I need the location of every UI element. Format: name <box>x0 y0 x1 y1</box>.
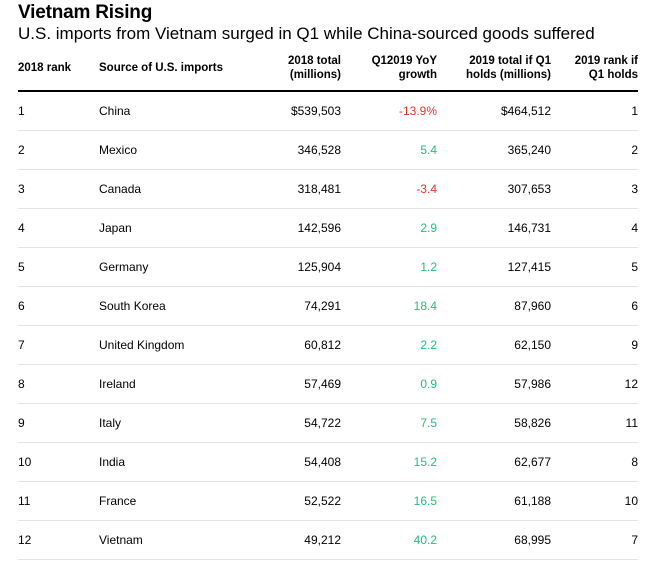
cell-total-2019: 62,150 <box>437 325 551 365</box>
header-source: Source of U.S. imports <box>99 46 245 92</box>
cell-rank-2019: 1 <box>551 91 638 131</box>
cell-rank-2018: 9 <box>18 403 99 443</box>
cell-total-2019: 57,986 <box>437 364 551 404</box>
cell-total-2019: 146,731 <box>437 208 551 248</box>
cell-growth: 0.9 <box>341 364 437 404</box>
page-subtitle: U.S. imports from Vietnam surged in Q1 w… <box>18 24 595 43</box>
cell-total-2018: 318,481 <box>245 169 341 209</box>
cell-source: Ireland <box>99 364 245 404</box>
cell-rank-2019: 12 <box>551 364 638 404</box>
cell-rank-2018: 4 <box>18 208 99 248</box>
cell-rank-2018: 10 <box>18 442 99 482</box>
table-row: 9 Italy 54,722 7.5 58,826 11 <box>18 403 638 443</box>
cell-total-2019: 127,415 <box>437 247 551 287</box>
cell-source: Japan <box>99 208 245 248</box>
cell-rank-2018: 2 <box>18 130 99 170</box>
cell-rank-2019: 11 <box>551 403 638 443</box>
cell-rank-2019: 9 <box>551 325 638 365</box>
cell-total-2019: 365,240 <box>437 130 551 170</box>
page-title: Vietnam Rising <box>18 2 153 23</box>
cell-growth: 5.4 <box>341 130 437 170</box>
cell-source: France <box>99 481 245 521</box>
cell-growth: 15.2 <box>341 442 437 482</box>
cell-total-2018: 74,291 <box>245 286 341 326</box>
cell-total-2019: 61,188 <box>437 481 551 521</box>
cell-total-2018: 49,212 <box>245 520 341 560</box>
cell-rank-2018: 12 <box>18 520 99 560</box>
table-row: 7 United Kingdom 60,812 2.2 62,150 9 <box>18 325 638 365</box>
table-row: 8 Ireland 57,469 0.9 57,986 12 <box>18 364 638 404</box>
cell-growth: 40.2 <box>341 520 437 560</box>
table-row: 1 China $539,503 -13.9% $464,512 1 <box>18 91 638 131</box>
cell-total-2019: 307,653 <box>437 169 551 209</box>
table-row: 3 Canada 318,481 -3.4 307,653 3 <box>18 169 638 209</box>
cell-growth: 2.9 <box>341 208 437 248</box>
table-row: 2 Mexico 346,528 5.4 365,240 2 <box>18 130 638 170</box>
cell-growth: -3.4 <box>341 169 437 209</box>
cell-source: Italy <box>99 403 245 443</box>
cell-total-2018: 54,408 <box>245 442 341 482</box>
cell-rank-2019: 2 <box>551 130 638 170</box>
table-row: 5 Germany 125,904 1.2 127,415 5 <box>18 247 638 287</box>
table-row: 11 France 52,522 16.5 61,188 10 <box>18 481 638 521</box>
cell-source: United Kingdom <box>99 325 245 365</box>
table-row: 6 South Korea 74,291 18.4 87,960 6 <box>18 286 638 326</box>
cell-source: Mexico <box>99 130 245 170</box>
header-rank-2018: 2018 rank <box>18 46 99 92</box>
cell-total-2018: 125,904 <box>245 247 341 287</box>
imports-table: 2018 rank Source of U.S. imports 2018 to… <box>18 46 638 560</box>
header-total-2018: 2018 total (millions) <box>245 46 341 92</box>
cell-rank-2018: 5 <box>18 247 99 287</box>
cell-rank-2019: 3 <box>551 169 638 209</box>
cell-source: India <box>99 442 245 482</box>
cell-source: Vietnam <box>99 520 245 560</box>
cell-total-2018: 52,522 <box>245 481 341 521</box>
cell-rank-2018: 1 <box>18 91 99 131</box>
header-rank-2019: 2019 rank if Q1 holds <box>551 46 638 92</box>
table-body: 1 China $539,503 -13.9% $464,512 1 2 Mexico 346,… <box>18 91 638 560</box>
cell-rank-2019: 10 <box>551 481 638 521</box>
cell-rank-2018: 3 <box>18 169 99 209</box>
cell-rank-2019: 5 <box>551 247 638 287</box>
cell-total-2018: 57,469 <box>245 364 341 404</box>
cell-source: South Korea <box>99 286 245 326</box>
cell-growth: 16.5 <box>341 481 437 521</box>
cell-total-2019: 62,677 <box>437 442 551 482</box>
cell-total-2019: 58,826 <box>437 403 551 443</box>
cell-total-2018: $539,503 <box>245 91 341 131</box>
cell-growth: 18.4 <box>341 286 437 326</box>
table-row: 10 India 54,408 15.2 62,677 8 <box>18 442 638 482</box>
cell-total-2018: 142,596 <box>245 208 341 248</box>
cell-total-2018: 60,812 <box>245 325 341 365</box>
cell-source: China <box>99 91 245 131</box>
cell-growth: 2.2 <box>341 325 437 365</box>
cell-total-2019: $464,512 <box>437 91 551 131</box>
cell-total-2019: 87,960 <box>437 286 551 326</box>
cell-rank-2018: 7 <box>18 325 99 365</box>
cell-total-2019: 68,995 <box>437 520 551 560</box>
cell-rank-2018: 6 <box>18 286 99 326</box>
cell-source: Canada <box>99 169 245 209</box>
cell-rank-2019: 8 <box>551 442 638 482</box>
cell-growth: 7.5 <box>341 403 437 443</box>
cell-rank-2018: 11 <box>18 481 99 521</box>
table-row: 4 Japan 142,596 2.9 146,731 4 <box>18 208 638 248</box>
table-header: 2018 rank Source of U.S. imports 2018 to… <box>18 46 638 92</box>
header-row: 2018 rank Source of U.S. imports 2018 to… <box>18 46 638 92</box>
cell-growth: -13.9% <box>341 91 437 131</box>
cell-rank-2019: 4 <box>551 208 638 248</box>
cell-total-2018: 54,722 <box>245 403 341 443</box>
cell-rank-2018: 8 <box>18 364 99 404</box>
table-row: 12 Vietnam 49,212 40.2 68,995 7 <box>18 520 638 560</box>
cell-source: Germany <box>99 247 245 287</box>
cell-rank-2019: 6 <box>551 286 638 326</box>
cell-growth: 1.2 <box>341 247 437 287</box>
header-growth: Q12019 YoY growth <box>341 46 437 92</box>
cell-rank-2019: 7 <box>551 520 638 560</box>
header-total-2019: 2019 total if Q1 holds (millions) <box>437 46 551 92</box>
cell-total-2018: 346,528 <box>245 130 341 170</box>
